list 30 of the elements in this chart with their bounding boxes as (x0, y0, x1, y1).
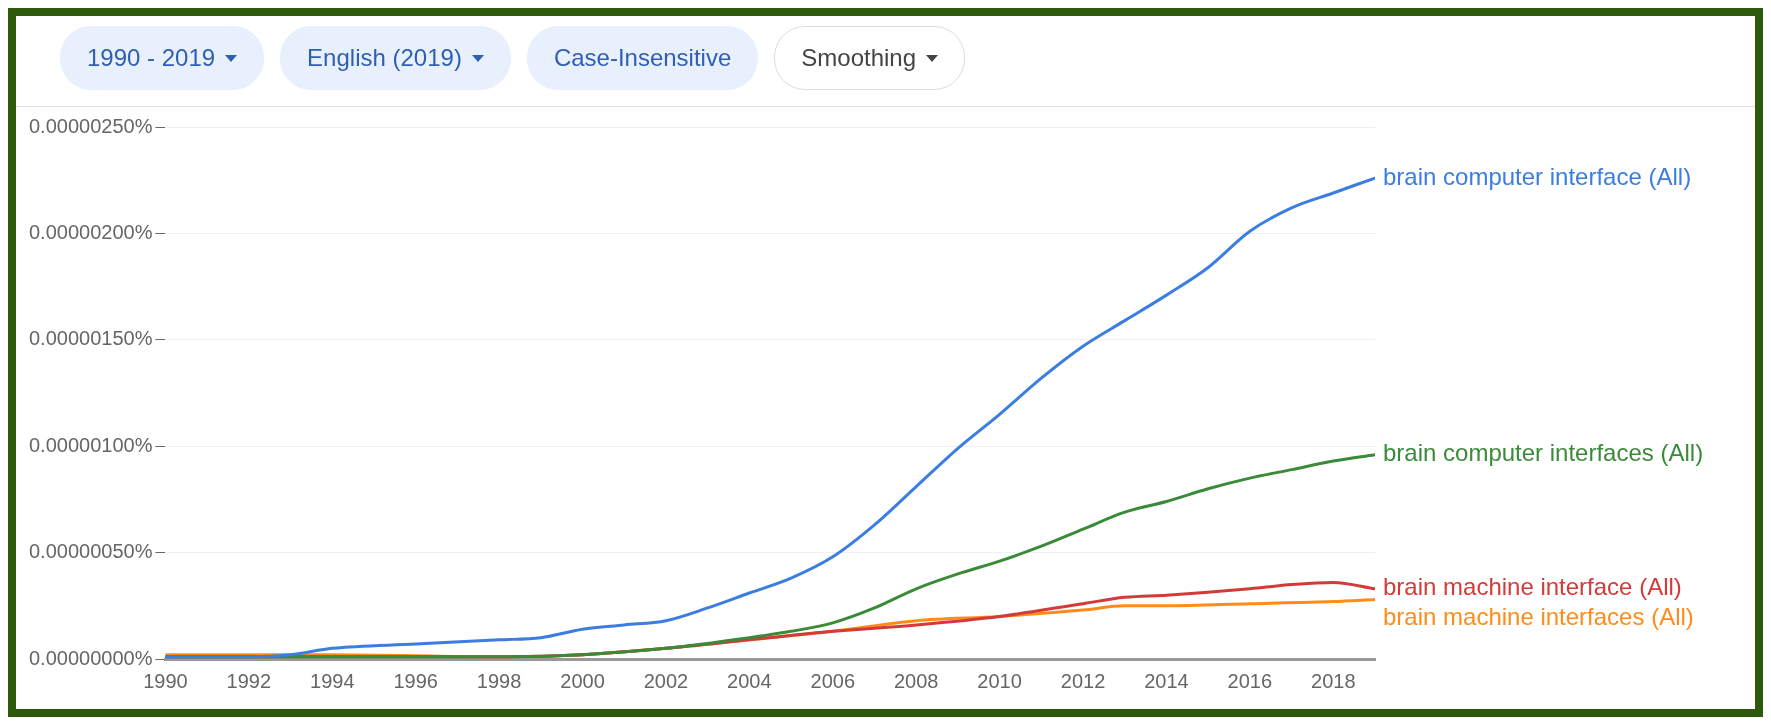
x-tick-label: 1992 (226, 669, 272, 692)
y-tick-label: 0.00000200% (28, 220, 153, 243)
x-tick-label: 1990 (143, 669, 188, 692)
text: Case-Insensitive (553, 44, 732, 72)
x-tick-label: 2006 (810, 669, 856, 692)
x-tick-label: 2012 (1060, 669, 1106, 692)
x-tick-label: 2014 (1144, 669, 1189, 692)
x-tick-label: 2018 (1311, 669, 1356, 692)
x-tick-label: 1998 (476, 669, 522, 692)
series-label: brain computer interface (All) (1383, 162, 1692, 190)
x-tick-label: 2004 (727, 669, 772, 692)
series-label: brain machine interface (All) (1383, 573, 1682, 601)
series-label: brain machine interfaces (All) (1383, 603, 1694, 631)
series-label: brain computer interfaces (All) (1383, 439, 1704, 467)
x-tick-label: 1996 (393, 669, 438, 692)
x-tick-label: 2016 (1227, 669, 1273, 692)
x-tick-label: 2008 (893, 669, 939, 692)
x-tick-label: 2010 (977, 669, 1022, 692)
y-tick-label: 0.00000250% (28, 114, 153, 137)
x-tick-label: 2002 (643, 669, 689, 692)
y-tick-label: 0.00000000% (28, 646, 153, 669)
text: Smoothing (801, 44, 917, 72)
text: 1990 - 2019 (87, 44, 216, 72)
x-tick-label: 2000 (560, 669, 605, 692)
y-tick-label: 0.00000050% (28, 540, 153, 563)
line-series (165, 176, 1375, 659)
y-tick-label: 0.00000150% (28, 327, 153, 350)
x-tick-label: 1994 (310, 669, 355, 692)
y-tick-label: 0.00000100% (28, 433, 153, 456)
text: English (2019) (307, 44, 462, 72)
